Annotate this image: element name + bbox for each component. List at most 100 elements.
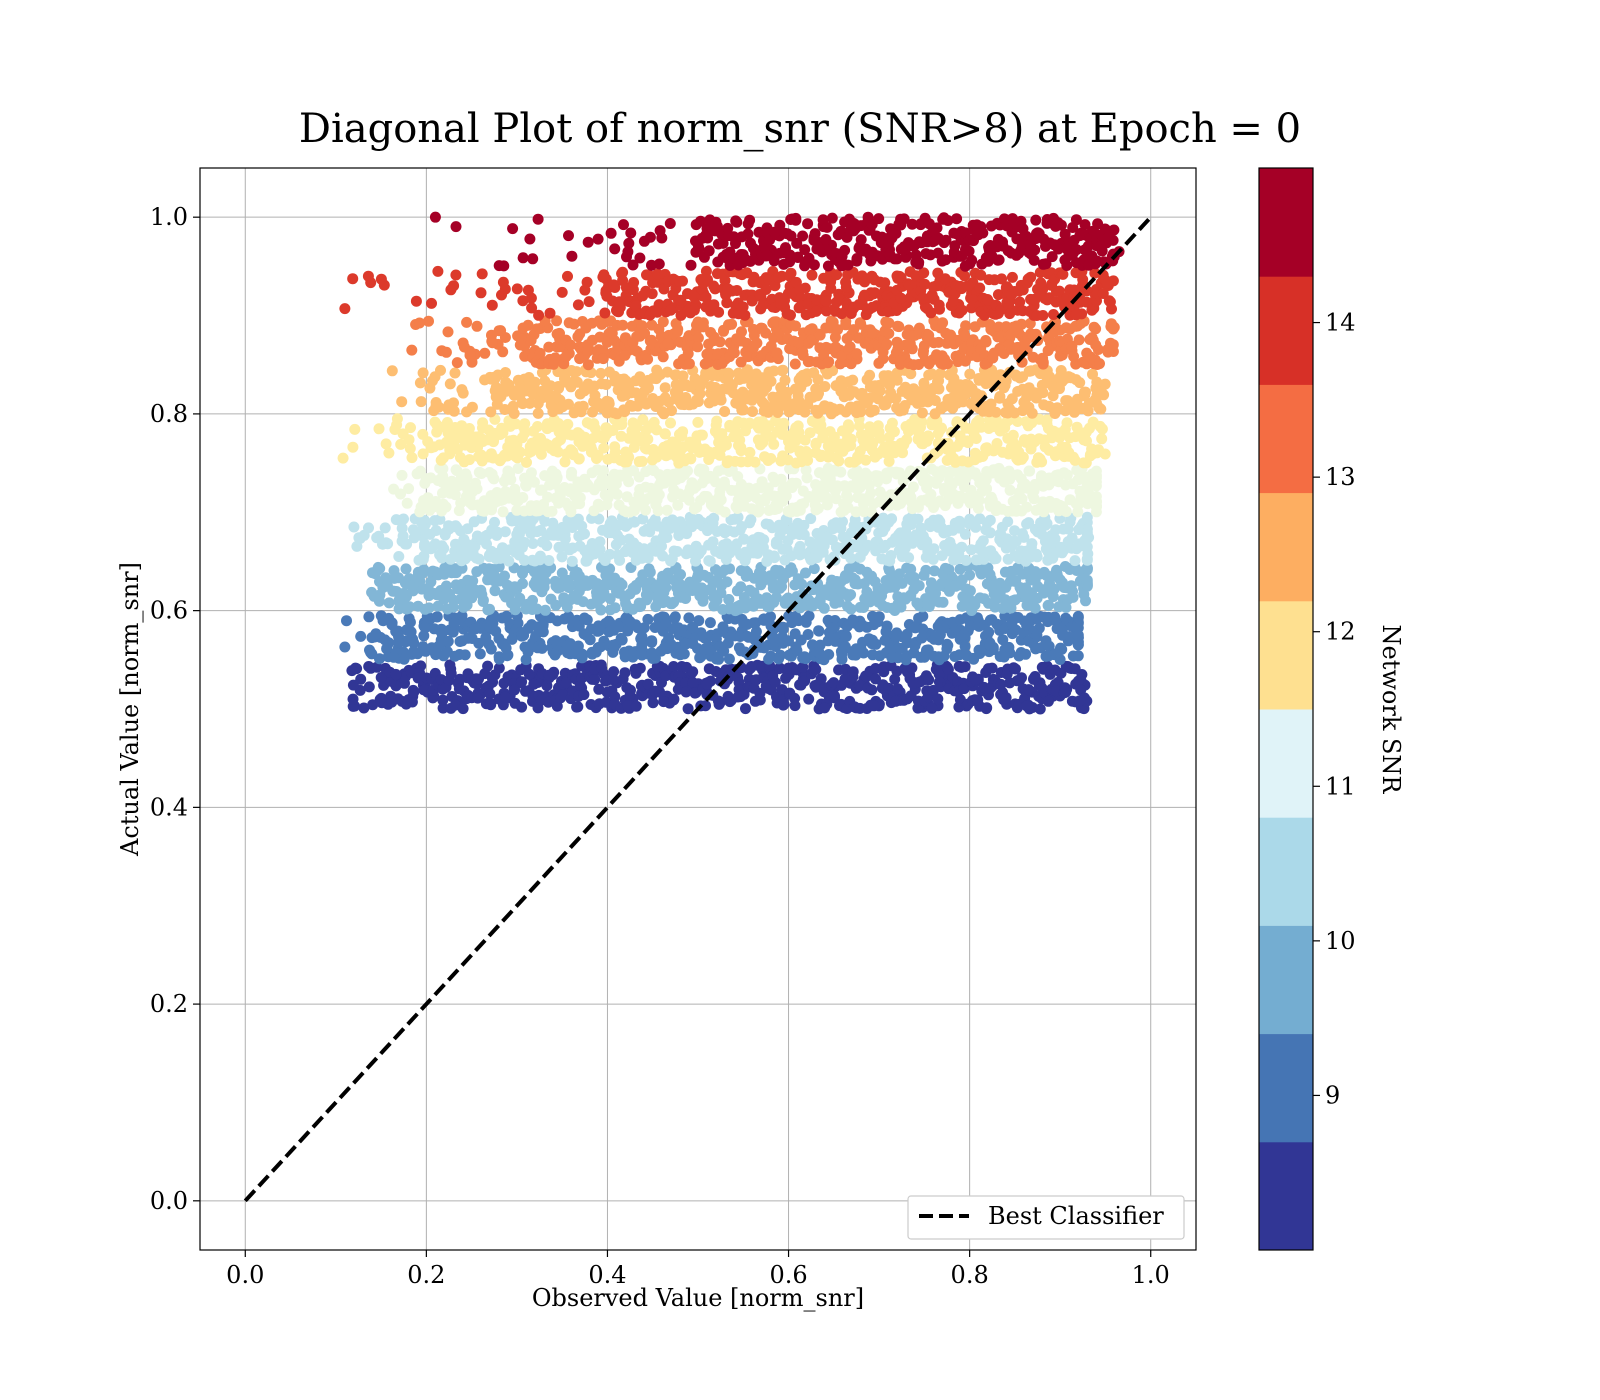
- scatter-point: [669, 612, 681, 624]
- scatter-point: [379, 522, 391, 534]
- scatter-point: [461, 316, 473, 328]
- scatter-point: [931, 497, 943, 509]
- scatter-point: [847, 649, 859, 661]
- scatter-point: [1010, 663, 1021, 675]
- scatter-point: [668, 661, 680, 672]
- scatter-point: [758, 534, 770, 546]
- scatter-point: [1090, 323, 1102, 335]
- scatter-point: [986, 662, 998, 674]
- scatter-point: [633, 456, 645, 468]
- scatter-point: [469, 541, 481, 552]
- scatter-point: [744, 517, 756, 529]
- scatter-point: [497, 506, 509, 518]
- scatter-point: [803, 693, 815, 705]
- scatter-point: [478, 495, 490, 507]
- scatter-point: [774, 649, 786, 661]
- scatter-point: [653, 489, 665, 501]
- scatter-point: [482, 604, 494, 616]
- scatter-point: [664, 522, 676, 534]
- scatter-point: [576, 652, 588, 664]
- scatter-point: [442, 326, 454, 338]
- scatter-point: [920, 564, 932, 576]
- scatter-point: [1054, 427, 1066, 439]
- scatter-point: [1072, 629, 1084, 641]
- scatter-point: [1072, 650, 1084, 662]
- scatter-point: [933, 299, 945, 311]
- scatter-point: [708, 280, 720, 292]
- scatter-point: [500, 488, 512, 500]
- scatter-point: [1060, 441, 1072, 453]
- scatter-point: [453, 505, 465, 517]
- scatter-point: [351, 540, 363, 552]
- scatter-point: [959, 640, 971, 652]
- scatter-point: [1093, 402, 1105, 413]
- scatter-point: [939, 273, 951, 285]
- scatter-point: [594, 544, 606, 555]
- scatter-point: [429, 416, 441, 428]
- scatter-point: [794, 540, 806, 552]
- scatter-point: [942, 664, 954, 675]
- scatter-point: [599, 555, 611, 566]
- scatter-point: [456, 384, 468, 396]
- scatter-point: [751, 337, 763, 349]
- scatter-point: [434, 513, 446, 525]
- scatter-point: [933, 668, 945, 680]
- scatter-point: [730, 544, 742, 556]
- scatter-point: [532, 407, 544, 419]
- scatter-point: [953, 548, 965, 560]
- scatter-point: [579, 528, 590, 540]
- scatter-point: [387, 585, 399, 597]
- scatter-point: [523, 668, 535, 680]
- scatter-point: [984, 637, 996, 649]
- scatter-point: [1081, 553, 1093, 565]
- scatter-point: [737, 301, 749, 313]
- scatter-point: [714, 336, 726, 348]
- scatter-point: [700, 700, 711, 712]
- scatter-point: [674, 276, 685, 287]
- scatter-point: [379, 634, 391, 646]
- scatter-point: [923, 431, 935, 443]
- scatter-point: [812, 502, 824, 514]
- scatter-point: [754, 694, 766, 706]
- scatter-point: [776, 581, 788, 593]
- scatter-point: [617, 319, 629, 331]
- scatter-point: [514, 339, 526, 351]
- scatter-point: [621, 456, 633, 468]
- scatter-point: [738, 533, 750, 545]
- scatter-point: [925, 488, 937, 500]
- scatter-point: [419, 684, 431, 696]
- scatter-point: [534, 554, 546, 566]
- scatter-point: [817, 432, 829, 444]
- scatter-point: [1041, 414, 1053, 426]
- scatter-point: [448, 405, 460, 417]
- scatter-point: [388, 651, 400, 663]
- scatter-point: [1004, 541, 1016, 553]
- scatter-point: [593, 513, 605, 525]
- scatter-point: [642, 613, 654, 625]
- scatter-point: [865, 427, 877, 439]
- scatter-point: [916, 407, 928, 419]
- scatter-point: [1068, 351, 1080, 362]
- scatter-point: [616, 419, 628, 430]
- scatter-point: [1081, 564, 1093, 576]
- scatter-point: [799, 675, 811, 687]
- scatter-point: [756, 322, 768, 334]
- scatter-point: [993, 464, 1005, 476]
- scatter-point: [736, 404, 748, 416]
- scatter-point: [1014, 673, 1026, 685]
- scatter-point: [937, 596, 949, 608]
- scatter-point: [941, 643, 953, 655]
- scatter-point: [923, 358, 935, 370]
- scatter-point: [703, 555, 715, 567]
- scatter-point: [372, 561, 384, 573]
- scatter-point: [906, 662, 918, 674]
- scatter-point: [397, 428, 409, 440]
- scatter-point: [983, 274, 995, 286]
- scatter-point: [1016, 505, 1028, 517]
- scatter-point: [1067, 591, 1079, 603]
- scatter-band: [347, 413, 1111, 469]
- scatter-point: [785, 267, 797, 279]
- scatter-point: [535, 484, 546, 496]
- scatter-point: [413, 554, 425, 566]
- scatter-point: [543, 555, 555, 566]
